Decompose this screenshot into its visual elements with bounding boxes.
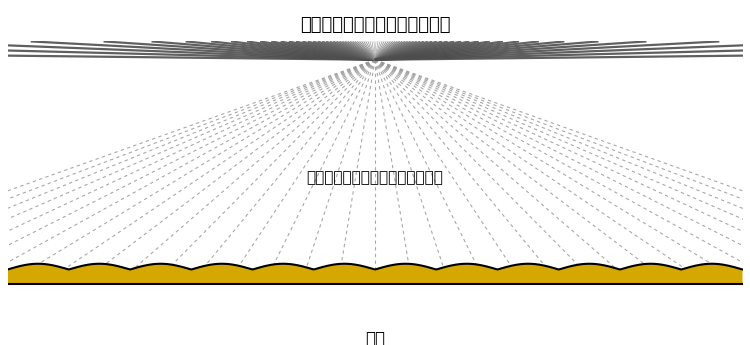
Text: 大地: 大地: [365, 330, 385, 345]
Polygon shape: [8, 284, 742, 304]
Polygon shape: [8, 264, 742, 284]
Text: 地上からの構造化された光の配列: 地上からの構造化された光の配列: [307, 170, 443, 185]
Text: 構造化されていない空からの光: 構造化されていない空からの光: [300, 16, 450, 33]
